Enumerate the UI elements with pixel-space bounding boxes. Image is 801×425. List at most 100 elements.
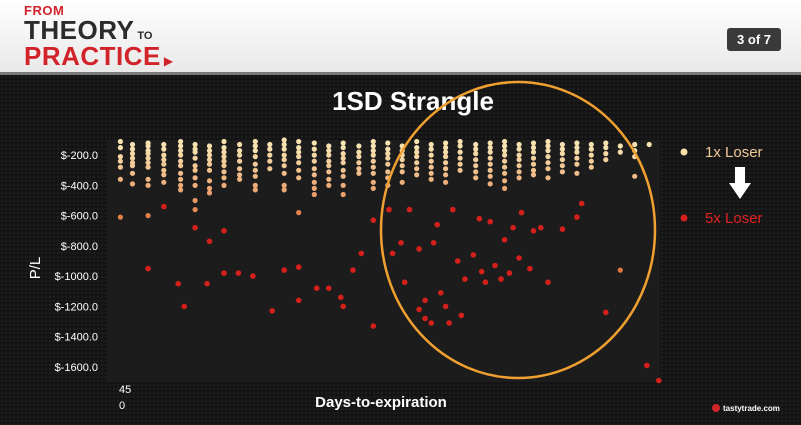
data-point-5x-loser xyxy=(438,290,444,296)
data-point-1x-loser xyxy=(221,149,227,155)
data-point-1x-loser xyxy=(281,137,287,143)
tastytrade-logo-icon xyxy=(712,404,720,412)
data-point-1x-loser xyxy=(237,158,243,164)
data-point-1x-loser xyxy=(161,141,167,148)
data-point-1x-loser xyxy=(221,163,227,169)
data-point-1x-loser xyxy=(545,148,551,154)
data-point-1x-loser xyxy=(237,141,243,148)
data-point-1x-loser xyxy=(399,169,405,175)
data-point-1x-loser xyxy=(473,175,479,181)
data-point-5x-loser xyxy=(506,270,513,276)
data-point-1x-loser xyxy=(267,152,273,158)
data-point-5x-loser xyxy=(398,240,404,246)
data-point-5x-loser xyxy=(281,267,288,273)
data-point-5x-loser xyxy=(175,280,181,287)
data-point-1x-loser xyxy=(192,197,198,204)
data-point-5x-loser xyxy=(358,250,365,257)
data-point-1x-loser xyxy=(370,138,376,145)
data-point-1x-loser xyxy=(221,182,227,188)
data-point-1x-loser xyxy=(516,152,522,158)
data-point-1x-loser xyxy=(603,151,609,157)
data-point-5x-loser xyxy=(192,224,198,231)
data-point-1x-loser xyxy=(296,149,302,155)
y-axis-label: P/L xyxy=(27,257,44,280)
data-point-1x-loser xyxy=(414,160,420,166)
data-point-5x-loser xyxy=(478,268,485,275)
data-point-1x-loser xyxy=(237,166,243,172)
data-point-1x-loser xyxy=(206,157,213,163)
data-point-1x-loser xyxy=(192,182,198,188)
data-point-1x-loser xyxy=(617,267,623,273)
data-point-1x-loser xyxy=(574,155,580,161)
y-tick-label: $-1000.0 xyxy=(55,271,98,283)
data-point-1x-loser xyxy=(178,148,184,154)
data-point-1x-loser xyxy=(530,172,537,178)
data-point-1x-loser xyxy=(145,151,151,157)
x-tick-label-start: 45 xyxy=(119,384,131,396)
data-point-1x-loser xyxy=(457,143,463,149)
data-point-1x-loser xyxy=(129,141,136,148)
data-point-5x-loser xyxy=(204,280,210,287)
data-point-5x-loser xyxy=(406,206,413,213)
data-point-5x-loser xyxy=(313,285,320,291)
data-point-1x-loser xyxy=(457,138,463,145)
data-point-1x-loser xyxy=(370,179,376,185)
data-point-5x-loser xyxy=(450,206,456,213)
data-point-1x-loser xyxy=(326,169,332,175)
data-point-1x-loser xyxy=(340,140,346,146)
data-point-1x-loser xyxy=(370,164,376,170)
data-point-1x-loser xyxy=(117,164,123,170)
data-point-1x-loser xyxy=(267,146,273,152)
data-point-1x-loser xyxy=(192,149,198,155)
data-point-1x-loser xyxy=(443,172,449,178)
data-point-1x-loser xyxy=(588,146,594,152)
data-point-5x-loser xyxy=(516,255,522,261)
logo-theory-text: THEORY xyxy=(24,15,135,45)
data-point-5x-loser xyxy=(446,320,453,326)
data-point-5x-loser xyxy=(603,309,609,316)
data-point-5x-loser xyxy=(221,228,227,234)
y-axis-ticks: $-200.0 $-400.0 $-600.0 $-800.0 $-1000.0 $-12… xyxy=(55,150,98,374)
data-point-5x-loser xyxy=(422,315,428,322)
logo-to-text: TO xyxy=(137,30,153,42)
data-point-1x-loser xyxy=(145,160,151,166)
data-point-1x-loser xyxy=(414,145,420,151)
data-point-1x-loser xyxy=(370,158,376,164)
data-point-1x-loser xyxy=(326,143,332,149)
data-point-1x-loser xyxy=(502,158,508,164)
data-point-1x-loser xyxy=(588,141,594,148)
data-point-1x-loser xyxy=(206,167,213,173)
data-point-1x-loser xyxy=(385,161,391,167)
y-tick-label: $-400.0 xyxy=(61,180,98,192)
data-point-1x-loser xyxy=(356,143,362,149)
data-point-5x-loser xyxy=(482,279,489,285)
data-point-1x-loser xyxy=(237,176,243,182)
data-point-1x-loser xyxy=(487,161,493,167)
data-point-1x-loser xyxy=(428,146,434,152)
logo-from-text: FROM xyxy=(24,3,65,18)
data-point-1x-loser xyxy=(385,155,391,161)
y-tick-label: $-1400.0 xyxy=(55,332,98,344)
data-point-1x-loser xyxy=(356,170,362,176)
data-point-1x-loser xyxy=(311,179,317,185)
data-point-1x-loser xyxy=(516,146,522,152)
data-point-1x-loser xyxy=(252,138,258,145)
data-point-1x-loser xyxy=(457,161,463,167)
from-theory-to-practice-logo: FROM THEORY TO PRACTICE ▶ xyxy=(24,4,173,69)
data-point-1x-loser xyxy=(530,167,537,173)
data-point-1x-loser xyxy=(399,157,405,163)
data-point-1x-loser xyxy=(296,145,302,151)
data-point-1x-loser xyxy=(252,154,258,160)
data-point-5x-loser xyxy=(656,377,662,384)
data-point-1x-loser xyxy=(356,149,362,155)
data-point-1x-loser xyxy=(340,191,346,198)
strangle-scatter-chart: 1SD Strangle P/L Days-to-expiration 45 0… xyxy=(27,80,780,413)
data-point-5x-loser xyxy=(416,246,422,252)
data-point-1x-loser xyxy=(192,167,198,173)
data-point-5x-loser xyxy=(518,209,525,216)
data-point-1x-loser xyxy=(428,152,434,158)
tastytrade-logo: tastytrade.com xyxy=(712,404,780,413)
data-point-1x-loser xyxy=(252,167,258,173)
x-axis-label: Days-to-expiration xyxy=(315,394,447,411)
data-point-1x-loser xyxy=(370,185,376,191)
